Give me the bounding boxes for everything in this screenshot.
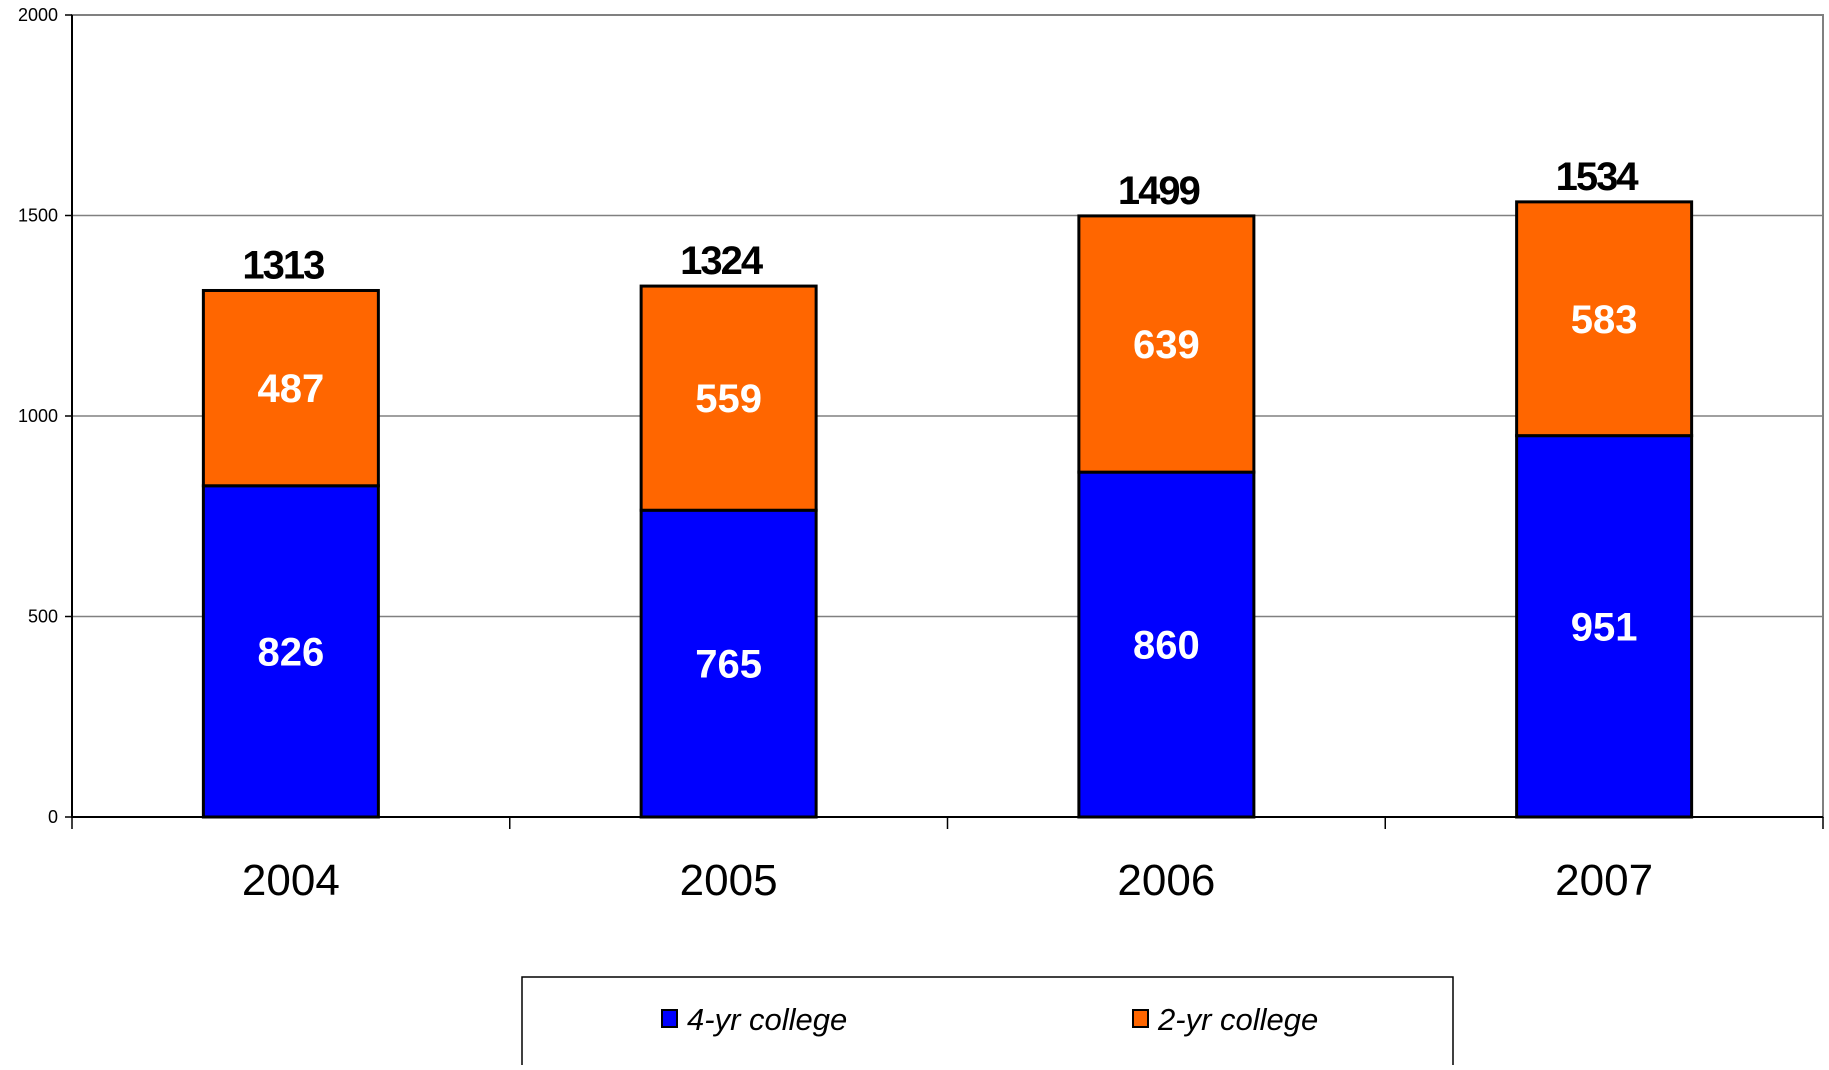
bar-segment-four-year — [201, 484, 380, 819]
legend-swatch-four-year — [661, 1009, 678, 1028]
y-tick-label: 500 — [28, 607, 58, 627]
bar-value-label: 639 — [1133, 323, 1200, 367]
bar-total-label: 1324 — [680, 239, 764, 283]
data-labels: 826 487 1313 765 559 1324 860 639 1499 951 583 1534 — [242, 155, 1641, 687]
bar-segment-two-year — [1515, 200, 1694, 438]
bar-total-label: 1313 — [242, 243, 324, 287]
bar-segment-four-year — [1515, 434, 1694, 819]
bar-segment-two-year — [1077, 214, 1256, 474]
x-tick-label: 2005 — [680, 856, 778, 905]
bar-segment-two-year — [639, 284, 818, 512]
bar-total-label: 1499 — [1118, 169, 1200, 213]
bar-value-label: 765 — [695, 643, 762, 687]
bar-value-label: 860 — [1133, 624, 1200, 668]
x-tick-label: 2007 — [1555, 856, 1653, 905]
bar-value-label: 951 — [1571, 605, 1638, 649]
bar-segment-four-year — [1077, 470, 1256, 819]
legend-label: 4-yr college — [687, 1002, 847, 1037]
bars — [201, 200, 1694, 819]
y-tick-label: 0 — [48, 807, 58, 827]
bar-total-label: 1534 — [1556, 155, 1640, 199]
y-tick-label: 1500 — [18, 206, 58, 226]
bar-value-label: 826 — [258, 630, 325, 674]
x-tick-label: 2004 — [242, 856, 340, 905]
bar-value-label: 559 — [695, 377, 762, 421]
axes: 0 500 1000 1500 2000 2004 2005 2006 2007 — [18, 5, 1824, 905]
x-tick-label: 2006 — [1117, 856, 1215, 905]
y-tick-label: 2000 — [18, 5, 58, 25]
legend-label: 2-yr college — [1157, 1002, 1318, 1037]
legend: 4-yr college 2-yr college — [521, 976, 1454, 1070]
bar-value-label: 487 — [258, 367, 325, 411]
bar-value-label: 583 — [1571, 298, 1638, 342]
y-tick-label: 1000 — [18, 406, 58, 426]
bar-segment-four-year — [639, 508, 818, 819]
legend-swatch-two-year — [1132, 1009, 1149, 1028]
bar-segment-two-year — [201, 288, 380, 488]
